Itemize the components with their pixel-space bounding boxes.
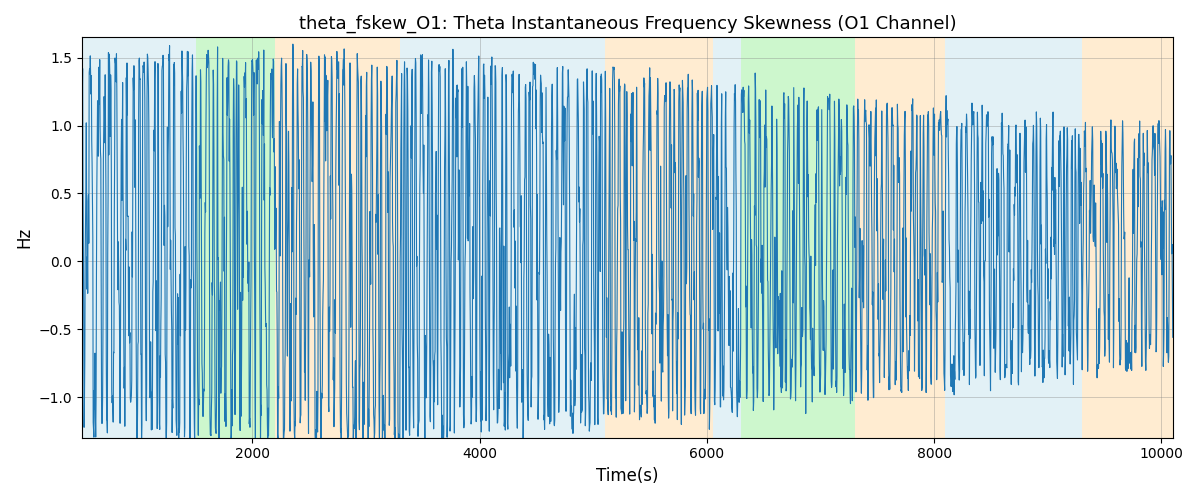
- X-axis label: Time(s): Time(s): [596, 467, 659, 485]
- Bar: [196, 38, 275, 438]
- Bar: [400, 38, 605, 438]
- Bar: [82, 38, 196, 438]
- Bar: [1082, 38, 1172, 438]
- Bar: [713, 38, 740, 438]
- Bar: [946, 38, 1082, 438]
- Bar: [854, 38, 946, 438]
- Y-axis label: Hz: Hz: [14, 227, 32, 248]
- Bar: [740, 38, 854, 438]
- Title: theta_fskew_O1: Theta Instantaneous Frequency Skewness (O1 Channel): theta_fskew_O1: Theta Instantaneous Freq…: [299, 15, 956, 34]
- Bar: [605, 38, 713, 438]
- Bar: [275, 38, 400, 438]
